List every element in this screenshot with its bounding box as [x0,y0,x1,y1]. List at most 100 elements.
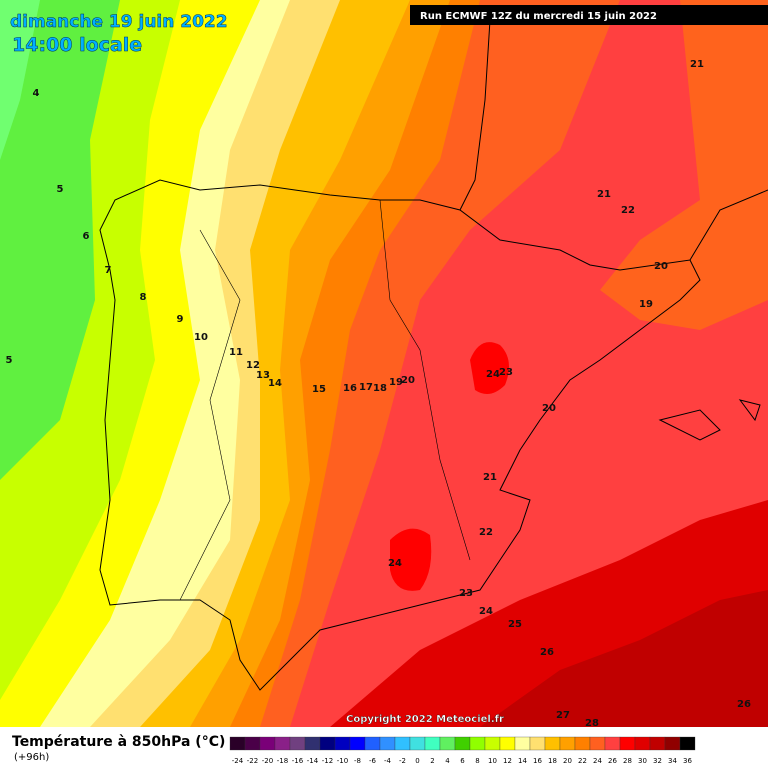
scale-label: 8 [475,757,479,765]
band [0,0,40,160]
scale-swatch [499,736,516,751]
contour-label: 22 [479,527,493,538]
border [179,229,241,601]
scale-swatch [424,736,441,751]
scale-swatch [634,736,651,751]
scale-label: 24 [593,757,602,765]
contour-label: 13 [256,370,270,381]
border [379,199,471,561]
coastlines [99,19,768,691]
contour-label: 16 [343,383,357,394]
contour-label: 23 [459,588,473,599]
scale-swatch [664,736,681,751]
band [600,0,768,330]
scale-label: 2 [430,757,434,765]
scale-swatch [244,736,261,751]
scale-label: -22 [247,757,258,765]
contour-label: 6 [83,231,90,242]
scale-label: -12 [322,757,333,765]
scale-swatch [379,736,396,751]
scale-label: 6 [460,757,465,765]
scale-label: -6 [369,757,377,765]
scale-swatch [574,736,591,751]
scale-swatch [469,736,486,751]
contour-label: 22 [621,205,635,216]
scale-swatch [679,736,696,751]
band [470,342,509,394]
copyright: Copyright 2022 Meteociel.fr [346,714,504,725]
scale-swatch [259,736,276,751]
contour-label: 19 [389,377,403,388]
scale-swatch [409,736,426,751]
scale-label: 14 [518,757,527,765]
scale-label: -24 [232,757,244,765]
scale-label: -20 [262,757,273,765]
contour-label: 20 [654,261,668,272]
contour-label: 21 [597,189,611,200]
contour-label: 26 [737,699,751,710]
scale-label: -2 [399,757,406,765]
band [0,0,120,480]
date-title: dimanche 19 juin 2022 [10,12,228,32]
scale-label: 18 [548,757,557,765]
contour-label: 14 [268,378,282,389]
contour-label: 28 [585,718,599,729]
contour-label: 17 [359,382,373,393]
scale-label: -4 [384,757,392,765]
scale-label: 22 [578,757,587,765]
contour-label: 19 [639,299,653,310]
contour-label: 12 [246,360,260,371]
france-coast [459,19,491,211]
contour-label: 7 [105,265,112,276]
contour-label: 20 [542,403,556,414]
band [480,590,768,727]
scale-swatch [319,736,336,751]
scale-swatch [559,736,576,751]
scale-swatch [304,736,321,751]
contour-label: 23 [499,367,513,378]
baleares [658,399,761,441]
contour-label: 9 [177,314,184,325]
run-info: Run ECMWF 12Z du mercredi 15 juin 2022 [420,11,657,22]
scale-swatch [334,736,351,751]
contour-label: 18 [373,383,387,394]
iberia-coast [99,179,701,691]
temperature-field [0,0,768,727]
scale-swatch [454,736,471,751]
scale-swatch [394,736,411,751]
scale-label: 30 [638,757,647,765]
scale-label: 32 [653,757,662,765]
scale-swatch [649,736,666,751]
scale-swatch [514,736,531,751]
legend-subtitle: (+96h) [14,752,49,763]
run-banner [410,5,768,25]
scale-label: -16 [292,757,304,765]
contour-label: 24 [479,606,493,617]
scale-label: 16 [533,757,542,765]
scale-swatch [544,736,561,751]
scale-label: -10 [337,757,348,765]
contour-label: 25 [508,619,522,630]
scale-label: 4 [445,757,450,765]
contour-label: 15 [312,384,326,395]
scale-swatch [484,736,501,751]
scale-swatch [289,736,306,751]
scale-label: 10 [488,757,497,765]
scale-label: 12 [503,757,512,765]
contour-label: 27 [556,710,570,721]
scale-swatch [589,736,606,751]
contour-label: 8 [140,292,147,303]
scale-swatch [274,736,291,751]
scale-swatch [619,736,636,751]
scale-swatch [229,736,246,751]
scale-label: 28 [623,757,632,765]
contour-label: 24 [486,369,500,380]
contour-label: 26 [540,647,554,658]
france-coast [689,189,768,261]
time-title: 14:00 locale [12,34,142,56]
contour-label: 5 [57,184,64,195]
scale-label: 34 [668,757,677,765]
